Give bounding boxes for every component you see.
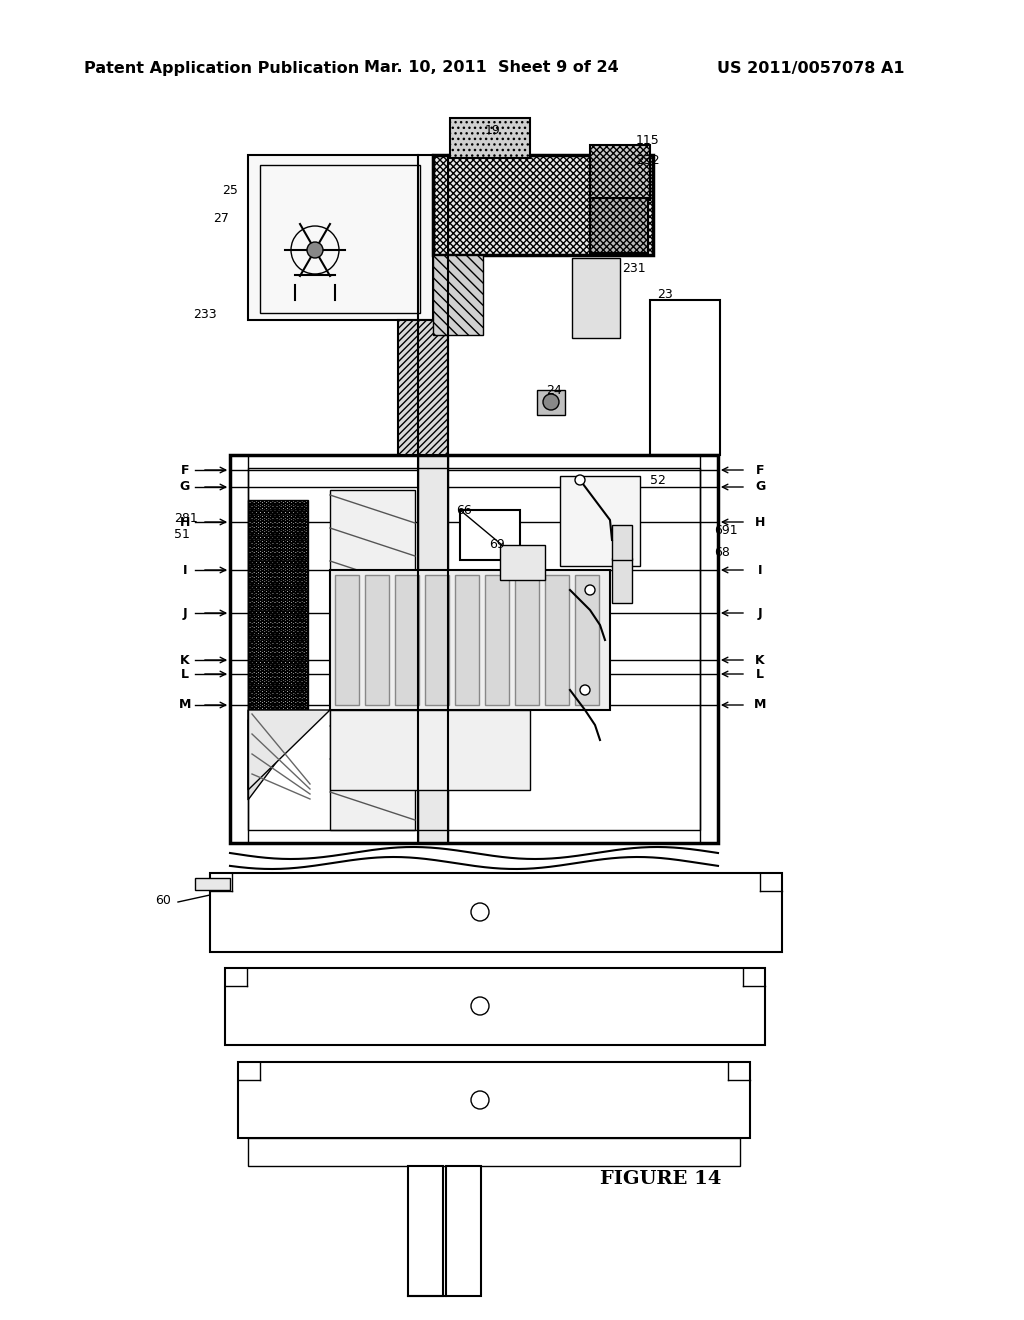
Text: M: M — [179, 698, 191, 711]
Text: 691: 691 — [714, 524, 737, 536]
Bar — [248, 154, 433, 319]
Text: J: J — [758, 606, 762, 619]
Bar — [560, 477, 640, 566]
Bar — [248, 469, 700, 830]
Circle shape — [307, 242, 323, 257]
Bar — [248, 500, 308, 719]
Text: 66: 66 — [456, 503, 472, 516]
Text: 69: 69 — [489, 539, 505, 552]
Bar — [450, 117, 530, 158]
Bar — [590, 145, 650, 201]
Bar — [230, 455, 718, 843]
Bar — [650, 300, 720, 455]
Circle shape — [580, 685, 590, 696]
Text: Mar. 10, 2011  Sheet 9 of 24: Mar. 10, 2011 Sheet 9 of 24 — [364, 61, 618, 75]
Bar — [408, 1166, 443, 1296]
Text: G: G — [180, 480, 190, 494]
Text: H: H — [755, 516, 765, 528]
Text: K: K — [755, 653, 765, 667]
Bar — [433, 154, 653, 255]
Bar — [260, 165, 420, 313]
Bar — [395, 576, 419, 705]
Bar — [330, 710, 530, 789]
Text: 27: 27 — [213, 211, 229, 224]
Bar — [330, 570, 610, 710]
Bar — [335, 576, 359, 705]
Bar — [500, 545, 545, 579]
Text: 233: 233 — [193, 309, 217, 322]
Text: US 2011/0057078 A1: US 2011/0057078 A1 — [717, 61, 904, 75]
Text: J: J — [182, 606, 187, 619]
Circle shape — [471, 903, 489, 921]
Text: 115: 115 — [636, 133, 659, 147]
Text: K: K — [180, 653, 189, 667]
Text: 52: 52 — [650, 474, 666, 487]
Text: 19: 19 — [485, 124, 501, 136]
Text: L: L — [181, 668, 189, 681]
Bar — [446, 1166, 481, 1296]
Bar — [545, 576, 569, 705]
Bar — [210, 873, 782, 952]
Text: H: H — [180, 516, 190, 528]
Bar — [225, 968, 765, 1045]
Text: 60: 60 — [155, 894, 171, 907]
Text: 51: 51 — [174, 528, 189, 541]
Text: FIGURE 14: FIGURE 14 — [600, 1170, 721, 1188]
Text: F: F — [756, 463, 764, 477]
Bar — [612, 525, 632, 560]
Bar — [460, 510, 520, 560]
Bar — [418, 455, 449, 843]
Bar — [590, 198, 648, 253]
Text: 23: 23 — [657, 289, 673, 301]
Text: 68: 68 — [714, 545, 730, 558]
Text: L: L — [756, 668, 764, 681]
Text: I: I — [182, 564, 187, 577]
Circle shape — [575, 475, 585, 484]
Bar — [425, 576, 449, 705]
Text: I: I — [758, 564, 762, 577]
Bar — [398, 319, 449, 455]
Bar — [515, 576, 539, 705]
Bar — [572, 257, 620, 338]
Text: 232: 232 — [636, 153, 659, 166]
Circle shape — [543, 393, 559, 411]
Polygon shape — [248, 710, 330, 789]
Bar — [433, 154, 653, 255]
Bar — [485, 576, 509, 705]
Bar — [575, 576, 599, 705]
Bar — [455, 576, 479, 705]
Bar — [248, 1138, 740, 1166]
Text: Patent Application Publication: Patent Application Publication — [84, 61, 359, 75]
Polygon shape — [248, 719, 308, 800]
Text: 281: 281 — [174, 511, 198, 524]
Circle shape — [471, 1092, 489, 1109]
Text: 24: 24 — [546, 384, 562, 396]
Circle shape — [585, 585, 595, 595]
Circle shape — [471, 997, 489, 1015]
Bar — [433, 255, 483, 335]
Text: 25: 25 — [222, 183, 238, 197]
Bar — [238, 1063, 750, 1138]
Text: M: M — [754, 698, 766, 711]
Text: G: G — [755, 480, 765, 494]
Bar — [195, 878, 230, 890]
Text: F: F — [181, 463, 189, 477]
Bar — [612, 558, 632, 603]
Bar — [365, 576, 389, 705]
Bar — [537, 389, 565, 414]
Text: 231: 231 — [622, 261, 645, 275]
Bar — [330, 490, 415, 830]
